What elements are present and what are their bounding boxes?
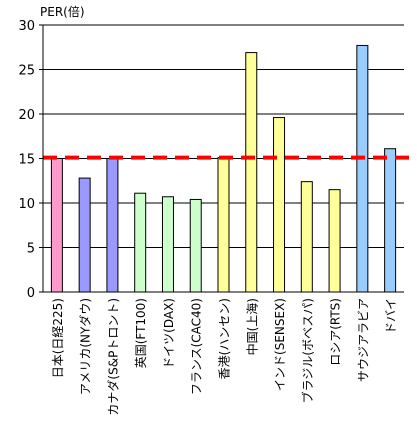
y-tick-label: 25: [18, 64, 35, 79]
y-tick-label: 20: [18, 108, 35, 123]
x-tick-labels: 日本(日経225) アメリカ(NYダウ) カナダ(S&Pトロント) 英国(FT100)…: [51, 298, 398, 416]
x-tick-label: インド(SENSEX): [273, 298, 287, 391]
y-tick-label: 10: [18, 197, 35, 212]
x-tick-label: カナダ(S&Pトロント): [105, 298, 120, 416]
bar: [161, 196, 174, 293]
bar: [50, 158, 63, 293]
bar: [217, 157, 230, 293]
x-tick-label: 日本(日経225): [51, 298, 65, 378]
bar: [78, 177, 91, 293]
x-tick-label: サウジアラビア: [356, 298, 370, 382]
bar: [106, 158, 119, 293]
y-tick-label: 5: [27, 242, 35, 257]
x-tick-label: ロシア(RTS): [329, 298, 343, 366]
bar: [356, 44, 369, 293]
bar: [189, 198, 202, 293]
y-tick-label: 0: [27, 286, 35, 301]
x-tick-label: 香港(ハンセン): [218, 298, 232, 379]
x-tick-label: 中国(上海): [244, 298, 259, 355]
x-tick-label: ドバイ: [384, 298, 398, 334]
x-tick-label: フランス(CAC40): [190, 298, 204, 395]
bar: [245, 52, 258, 293]
bar: [134, 192, 147, 293]
x-tick-label: アメリカ(NYダウ): [78, 298, 93, 395]
y-tick-label: 30: [18, 19, 35, 34]
axes: [39, 24, 404, 293]
y-axis-label: PER(倍): [40, 4, 85, 19]
bars: [50, 44, 397, 293]
bar: [273, 117, 286, 293]
x-tick-label: ドイツ(DAX): [162, 298, 176, 369]
bar: [328, 189, 341, 293]
bar: [384, 148, 397, 293]
bar: [300, 181, 313, 293]
x-tick-label: 英国(FT100): [134, 298, 148, 368]
x-tick-label: ブラジル(ボベスパ): [300, 298, 315, 403]
y-tick-label: 15: [18, 153, 35, 168]
y-tick-labels: 0 5 10 15 20 25 30: [18, 19, 35, 301]
